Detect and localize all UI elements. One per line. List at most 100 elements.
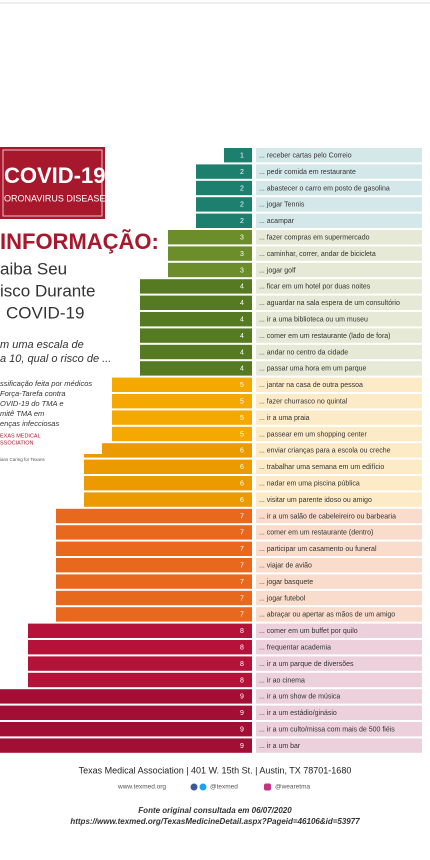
label-box bbox=[256, 246, 422, 261]
category-label: ... acampar bbox=[259, 218, 295, 225]
footer-social: @texmed bbox=[210, 784, 238, 791]
category-label: ... viajar de avião bbox=[259, 563, 312, 570]
category-label: ... fazer churrasco no quintal bbox=[259, 399, 348, 406]
bar bbox=[56, 607, 252, 622]
question: m uma escala de bbox=[0, 339, 84, 351]
bar bbox=[84, 459, 252, 474]
value-label: 7 bbox=[240, 579, 244, 586]
bar bbox=[140, 328, 252, 343]
label-box bbox=[256, 361, 422, 376]
bar bbox=[196, 213, 252, 228]
label-box bbox=[256, 312, 422, 327]
value-label: 9 bbox=[240, 694, 244, 701]
bar bbox=[112, 410, 252, 425]
bar bbox=[196, 197, 252, 212]
category-label: ... ir ao cinema bbox=[259, 677, 305, 684]
note: mitê TMA em bbox=[0, 409, 44, 418]
bars: 1 ... receber cartas pelo Correio 2 ... ped… bbox=[0, 148, 422, 753]
category-label: ... visitar um parente idoso ou amigo bbox=[259, 497, 372, 504]
value-label: 8 bbox=[240, 661, 244, 668]
category-label: ... andar no centro da cidade bbox=[259, 349, 348, 356]
note: OVID-19 do TMA e bbox=[0, 399, 64, 408]
label-box bbox=[256, 590, 422, 606]
badge bbox=[0, 147, 105, 219]
bar bbox=[112, 377, 252, 392]
category-label: ... jogar basquete bbox=[259, 579, 313, 586]
label-box bbox=[256, 738, 422, 753]
bar bbox=[112, 394, 252, 409]
label-box bbox=[256, 722, 422, 737]
bar bbox=[28, 623, 252, 638]
value-label: 9 bbox=[240, 743, 244, 750]
footer-instagram: @wearetma bbox=[275, 784, 311, 791]
bar bbox=[0, 705, 252, 720]
category-label: ... abastecer o carro em posto de gasoli… bbox=[259, 185, 390, 192]
label-box bbox=[256, 197, 422, 212]
note: ssificação feita por médicos bbox=[0, 379, 92, 388]
value-label: 5 bbox=[240, 382, 244, 389]
category-label: ... ir a uma praia bbox=[259, 415, 310, 422]
category-label: ... jantar na casa de outra pessoa bbox=[259, 382, 363, 389]
badge-subtitle: ORONAVIRUS DISEASE bbox=[4, 193, 105, 203]
label-box bbox=[256, 689, 422, 704]
label-box bbox=[256, 262, 422, 278]
category-label: ... aguardar na sala espera de um consul… bbox=[259, 300, 400, 307]
label-box bbox=[256, 525, 422, 540]
note: enças infecciosas bbox=[0, 419, 59, 428]
bar bbox=[56, 574, 252, 589]
bar bbox=[140, 295, 252, 310]
label-box bbox=[256, 410, 422, 425]
bar bbox=[0, 689, 252, 704]
subheading: aiba Seu bbox=[0, 259, 67, 278]
label-box bbox=[256, 574, 422, 589]
bar bbox=[56, 508, 252, 524]
bar bbox=[224, 148, 252, 163]
label-box bbox=[256, 558, 422, 573]
footer-address: Texas Medical Association | 401 W. 15th … bbox=[79, 765, 352, 775]
value-label: 9 bbox=[240, 727, 244, 734]
category-label: ... nadar em uma piscina pública bbox=[259, 481, 360, 488]
category-label: ... ir a um parque de diversões bbox=[259, 661, 354, 668]
category-label: ... ir a uma biblioteca ou um museu bbox=[259, 317, 368, 324]
value-label: 5 bbox=[240, 415, 244, 422]
value-label: 4 bbox=[240, 284, 244, 291]
category-label: ... ir a um show de música bbox=[259, 694, 340, 701]
category-label: ... receber cartas pelo Correio bbox=[259, 153, 352, 160]
value-label: 3 bbox=[240, 235, 244, 242]
label-box bbox=[256, 426, 422, 442]
bar bbox=[168, 230, 252, 245]
category-label: ... comer em um restaurante (lado de for… bbox=[259, 333, 391, 340]
category-label: ... fazer compras em supermercado bbox=[259, 235, 370, 242]
label-box bbox=[256, 492, 422, 507]
category-label: ... abraçar ou apertar as mãos de um ami… bbox=[259, 612, 395, 619]
value-label: 5 bbox=[240, 399, 244, 406]
label-box bbox=[256, 541, 422, 556]
value-label: 7 bbox=[240, 530, 244, 537]
value-label: 6 bbox=[240, 464, 244, 471]
bar bbox=[28, 672, 252, 688]
source: Fonte original consultada em 06/07/2020 bbox=[138, 806, 292, 815]
bar bbox=[112, 426, 252, 442]
bar bbox=[168, 262, 252, 278]
value-label: 2 bbox=[240, 218, 244, 225]
label-box bbox=[256, 623, 422, 638]
category-label: ... jogar Tennis bbox=[259, 202, 305, 209]
category-label: ... ir a um salão de cabeleireiro ou bar… bbox=[259, 513, 396, 520]
value-label: 8 bbox=[240, 645, 244, 652]
label-box bbox=[256, 459, 422, 474]
footer-website: www.texmed.org bbox=[117, 784, 166, 791]
value-label: 6 bbox=[240, 481, 244, 488]
value-label: 4 bbox=[240, 317, 244, 324]
logo: SSOCIATION bbox=[0, 440, 34, 446]
label-box bbox=[256, 213, 422, 228]
label-box bbox=[256, 705, 422, 720]
instagram-icon bbox=[264, 783, 271, 791]
category-label: ... frequentar academia bbox=[259, 645, 331, 652]
label-box bbox=[256, 607, 422, 622]
label-box bbox=[256, 394, 422, 409]
bar bbox=[84, 443, 252, 458]
badge-border bbox=[2, 149, 103, 217]
bar bbox=[140, 361, 252, 376]
footer: Texas Medical Association | 401 W. 15th … bbox=[70, 765, 360, 826]
